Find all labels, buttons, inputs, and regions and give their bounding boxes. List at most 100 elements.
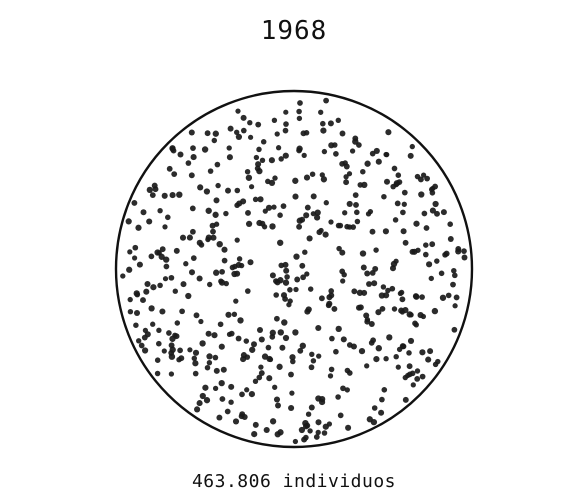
individual-dot xyxy=(185,292,192,300)
individual-dot xyxy=(127,296,133,303)
individual-dot xyxy=(461,254,468,261)
individual-dot xyxy=(162,276,169,282)
individual-dot xyxy=(427,348,434,355)
individual-dot xyxy=(306,235,313,242)
individual-dot xyxy=(413,322,419,328)
individual-dot xyxy=(432,200,439,208)
individual-dot xyxy=(169,145,176,152)
individual-dot xyxy=(226,331,233,338)
individual-dot xyxy=(150,284,157,291)
individual-dot xyxy=(424,175,430,182)
individual-dot xyxy=(202,384,209,391)
individual-dot xyxy=(176,191,183,198)
individual-dot xyxy=(206,360,213,366)
individuals-count-label: 463.806 individuos xyxy=(191,471,397,492)
individual-dot xyxy=(406,311,413,318)
individual-dot xyxy=(382,228,389,235)
individual-dot xyxy=(237,317,244,324)
individual-dot xyxy=(346,200,353,207)
individual-dot xyxy=(212,385,219,392)
individual-dot xyxy=(452,272,458,279)
individual-dot xyxy=(271,204,277,210)
individual-dot xyxy=(394,200,401,207)
individual-dot xyxy=(328,288,335,294)
individual-dot xyxy=(351,288,358,295)
individual-dot xyxy=(391,165,398,172)
individual-dot xyxy=(304,204,311,211)
individual-dot xyxy=(218,379,225,387)
individual-dot xyxy=(274,279,281,286)
individual-dot xyxy=(282,279,290,286)
individual-dot xyxy=(379,396,385,403)
individual-dot xyxy=(272,175,278,181)
individual-dot xyxy=(393,258,399,264)
individual-dot xyxy=(251,431,258,438)
individual-dot xyxy=(371,280,378,287)
individual-dot xyxy=(274,131,280,137)
individual-dot xyxy=(296,147,303,154)
individual-dot xyxy=(354,209,360,216)
individual-dot xyxy=(219,396,226,402)
individual-dot xyxy=(370,418,378,426)
individual-dot xyxy=(216,414,223,421)
individual-dot xyxy=(439,294,447,301)
individual-dot xyxy=(220,366,227,373)
individual-dot xyxy=(303,174,311,181)
individual-dot xyxy=(258,364,264,370)
individual-dot xyxy=(381,386,388,393)
individual-dot xyxy=(192,349,200,356)
individual-dot xyxy=(159,308,166,315)
individual-dot xyxy=(168,353,176,360)
individual-dot xyxy=(333,348,339,355)
individual-dot xyxy=(277,329,284,336)
individual-dot xyxy=(173,333,180,340)
individual-dot xyxy=(365,211,372,217)
individual-dot xyxy=(304,271,310,277)
individual-dot xyxy=(451,267,457,274)
individual-dot xyxy=(381,193,387,200)
individual-dot xyxy=(314,214,321,221)
individual-dot xyxy=(283,109,289,115)
individual-dot xyxy=(357,182,364,188)
individual-dot xyxy=(303,434,309,441)
individual-dot xyxy=(364,363,370,369)
individual-dot xyxy=(138,342,145,349)
individual-dot xyxy=(278,262,285,269)
individual-dot xyxy=(258,336,265,343)
individual-dot xyxy=(269,272,276,279)
individual-dot xyxy=(163,263,170,270)
individual-dot xyxy=(263,426,270,434)
individual-dot xyxy=(216,241,223,248)
individual-dot xyxy=(234,202,240,209)
individual-dot xyxy=(292,329,299,336)
individual-dot xyxy=(288,404,295,412)
individual-dot xyxy=(369,150,376,157)
individual-dot xyxy=(221,257,228,264)
individual-dot xyxy=(282,152,289,159)
individual-dot xyxy=(141,334,148,341)
individual-dot xyxy=(399,309,406,315)
individual-dot xyxy=(204,364,211,371)
individual-dot xyxy=(321,430,328,436)
individual-dot xyxy=(168,371,175,377)
individual-dot xyxy=(407,152,414,159)
individual-dot xyxy=(302,249,308,255)
individual-dot xyxy=(252,378,259,384)
individual-dot xyxy=(323,97,329,104)
individual-dot xyxy=(197,184,204,191)
individual-dot xyxy=(450,281,456,288)
individual-dot xyxy=(279,344,286,351)
individual-dot xyxy=(308,404,315,411)
individual-dot xyxy=(379,306,386,312)
individual-dot xyxy=(414,375,421,382)
individual-dot xyxy=(420,172,427,178)
individual-dot xyxy=(383,292,390,299)
individual-dot xyxy=(418,191,425,198)
individual-dot xyxy=(339,130,346,137)
individual-dot xyxy=(282,261,289,268)
individual-dot xyxy=(349,148,356,154)
individual-dot xyxy=(162,224,168,230)
individual-dot xyxy=(406,350,412,356)
individual-dot xyxy=(196,239,203,246)
individual-dot xyxy=(231,311,238,317)
